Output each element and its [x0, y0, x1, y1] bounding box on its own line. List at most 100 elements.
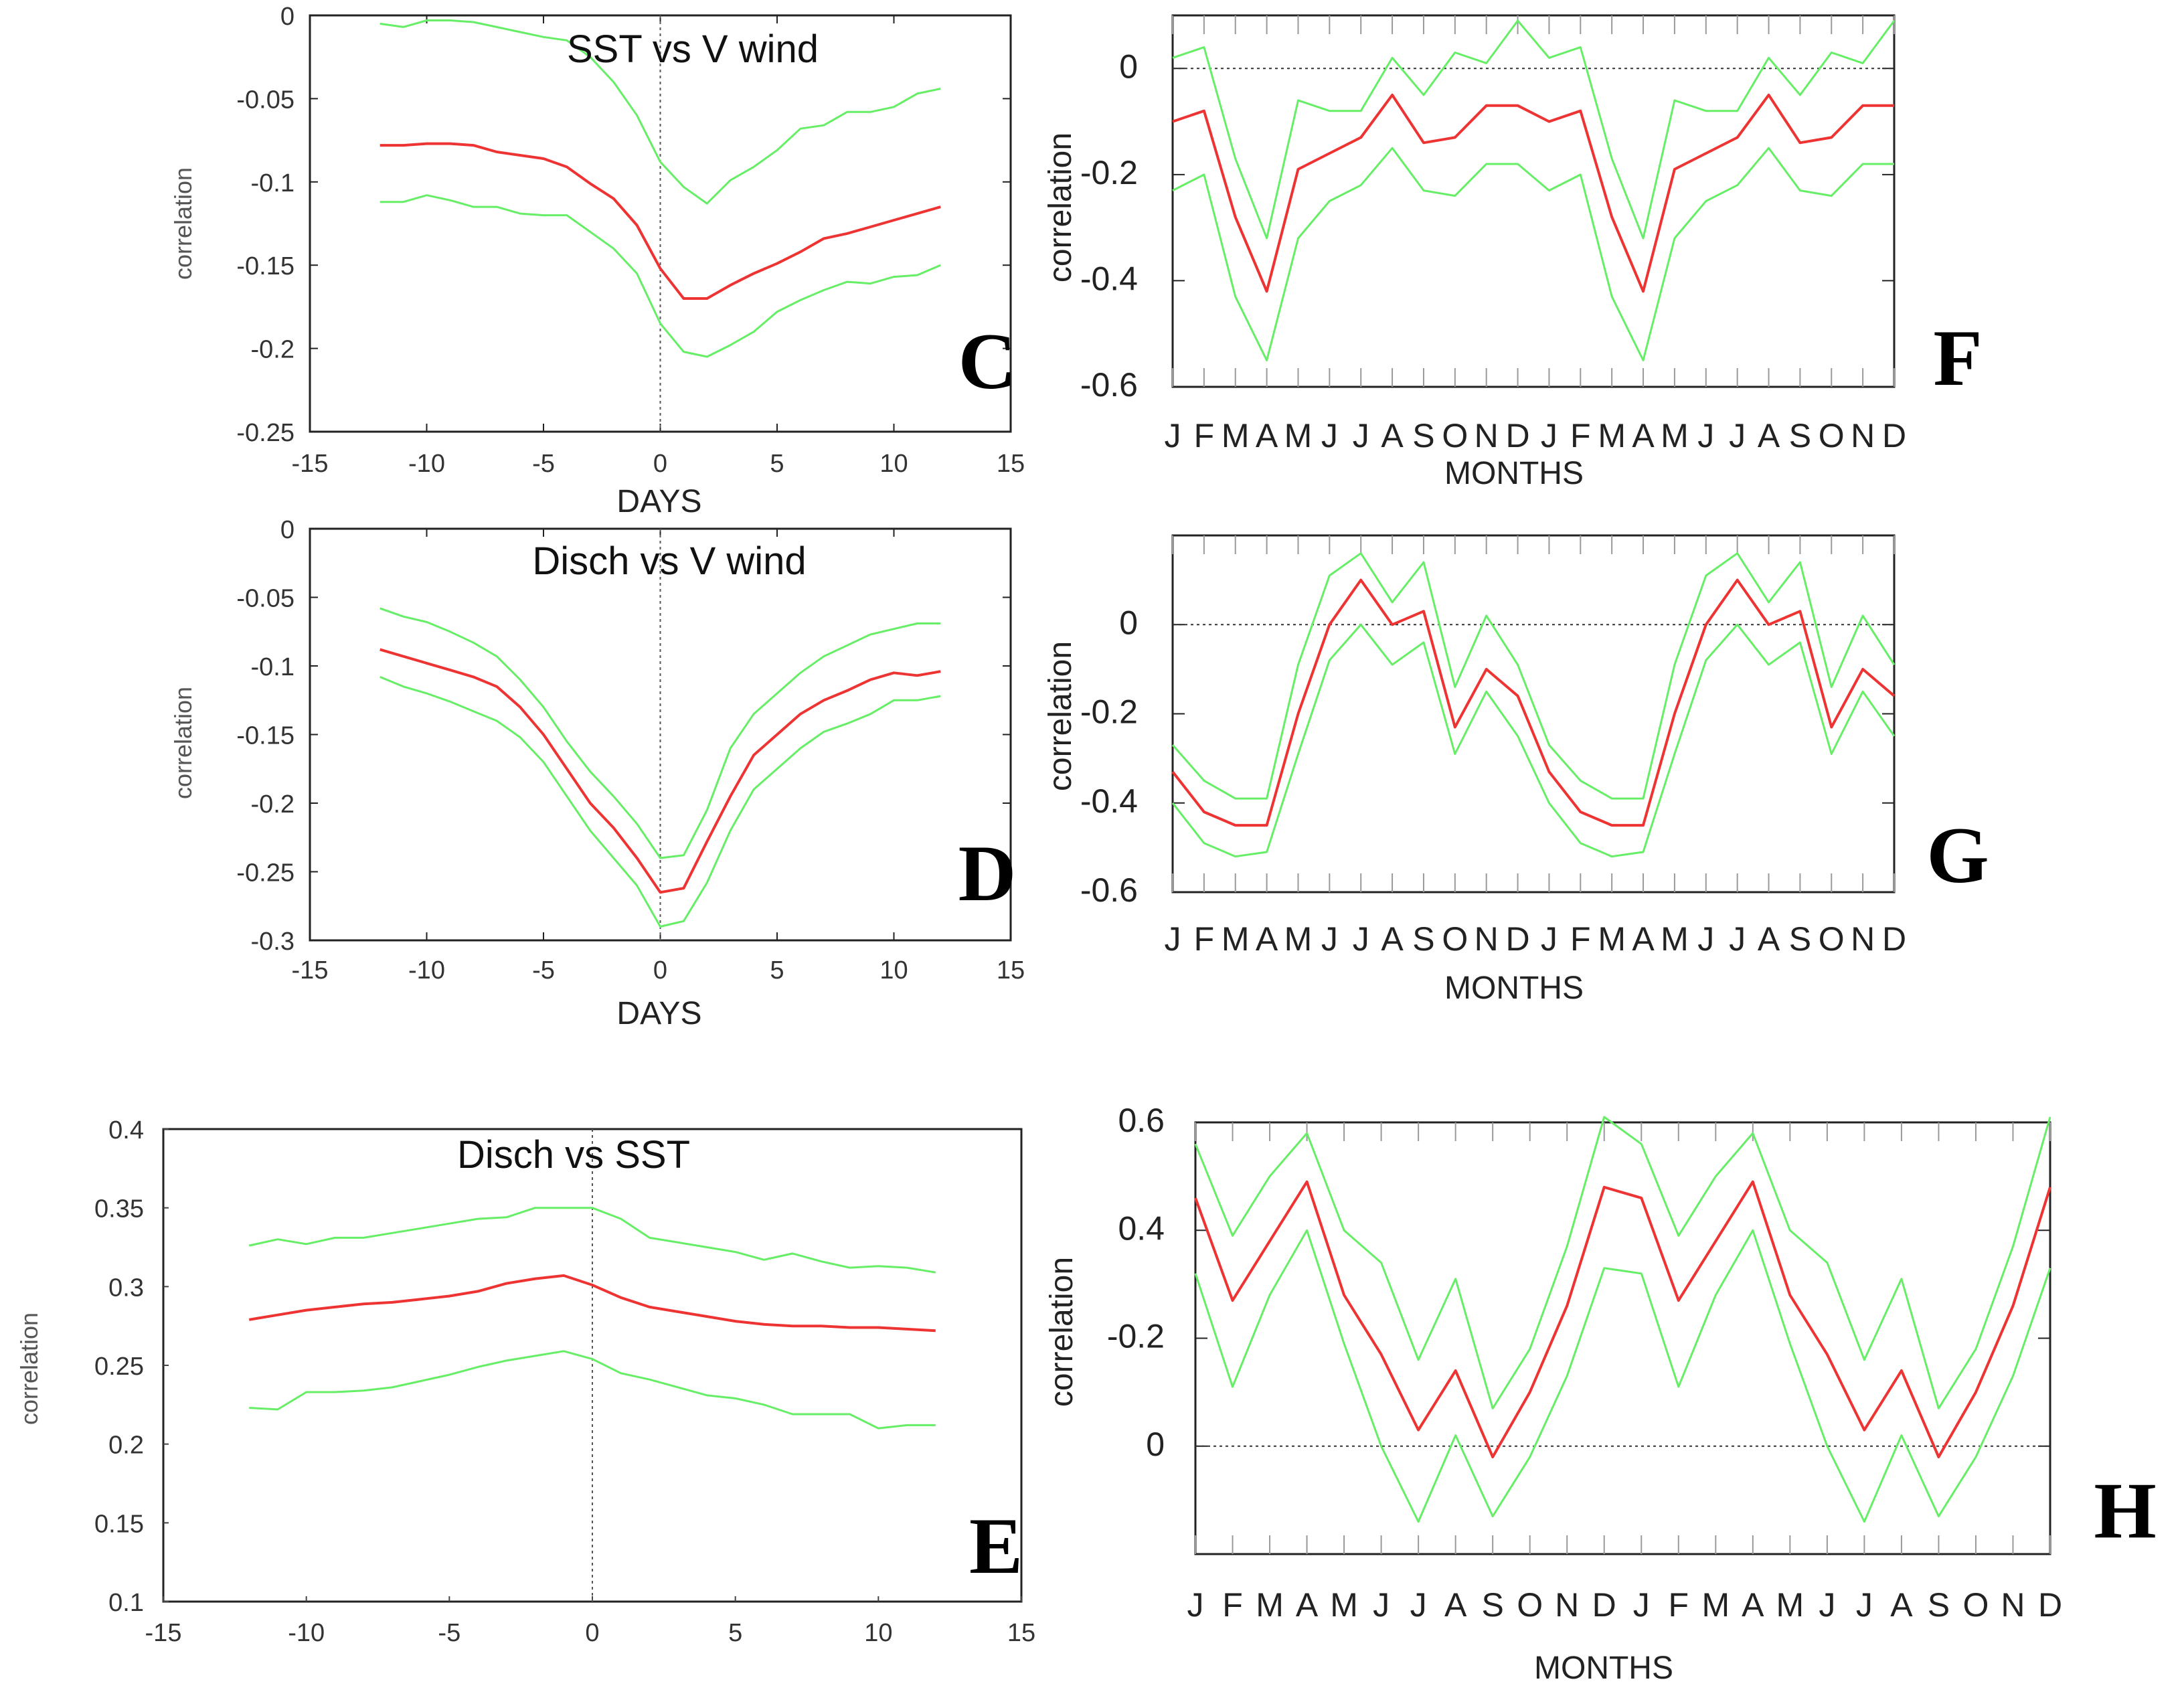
y-tick-label: -0.4 — [1080, 782, 1138, 820]
y-tick-label: -0.2 — [1107, 1318, 1165, 1355]
x-tick-label: A — [1381, 417, 1404, 454]
x-tick-label: O — [1819, 417, 1845, 454]
y-tick-label: 0.4 — [1118, 1209, 1165, 1247]
chart-title: Disch vs SST — [457, 1133, 690, 1177]
x-tick-label: M — [1256, 1586, 1284, 1624]
series-line-mean — [380, 142, 941, 300]
x-tick-label: A — [1890, 1586, 1913, 1624]
x-tick-label: M — [1330, 1586, 1358, 1624]
panel-letter: D — [958, 829, 1017, 918]
x-tick-label: S — [1928, 1586, 1950, 1624]
y-tick-label: 0.25 — [94, 1353, 144, 1381]
x-tick-label: -10 — [408, 450, 445, 478]
x-tick-label: 5 — [770, 956, 784, 985]
x-tick-label: -5 — [532, 450, 555, 478]
x-tick-label: A — [1256, 417, 1278, 454]
x-tick-label: O — [1442, 920, 1468, 958]
y-axis-label: correlation — [1043, 133, 1078, 282]
x-tick-label: M — [1284, 920, 1313, 958]
x-axis-label: MONTHS — [1444, 970, 1584, 1006]
x-tick-label: O — [1442, 417, 1468, 454]
series-line-mean — [248, 1274, 936, 1333]
y-axis-label: correlation — [169, 167, 197, 280]
x-tick-label: O — [1517, 1586, 1543, 1624]
x-axis-label: MONTHS — [1444, 456, 1584, 491]
x-tick-label: M — [1661, 920, 1689, 958]
x-tick-label: S — [1481, 1586, 1503, 1624]
y-tick-label: -0.25 — [236, 859, 295, 887]
chart-title: SST vs V wind — [567, 27, 819, 71]
x-tick-label: M — [1661, 417, 1689, 454]
x-tick-label: N — [2001, 1586, 2025, 1624]
y-tick-label: -0.05 — [236, 585, 295, 613]
x-tick-label: 15 — [997, 956, 1025, 985]
x-tick-label: J — [1697, 417, 1714, 454]
x-tick-label: J — [1321, 417, 1338, 454]
series-line-mean — [380, 648, 941, 894]
x-tick-label: N — [1475, 920, 1499, 958]
y-tick-label: 0.3 — [108, 1274, 144, 1302]
x-tick-label: A — [1632, 417, 1655, 454]
x-tick-label: F — [1194, 920, 1215, 958]
x-tick-label: 0 — [585, 1619, 599, 1647]
series-line-mean — [1171, 578, 1896, 827]
x-tick-label: F — [1570, 417, 1591, 454]
y-tick-label: -0.3 — [251, 928, 295, 956]
x-tick-label: D — [1506, 417, 1530, 454]
y-axis-label: correlation — [1044, 1257, 1080, 1407]
plot-frame — [1171, 14, 1896, 388]
x-tick-label: M — [1598, 417, 1626, 454]
x-tick-label: J — [1856, 1586, 1873, 1624]
x-axis-label: DAYS — [616, 484, 701, 519]
y-tick-label: 0.6 — [1118, 1102, 1165, 1139]
y-tick-label: -0.05 — [236, 86, 295, 114]
panel-e: 0.4 0.35 0.3 0.25 0.2 0.15 0.1-15 -10 -5 0 5 10 15 co… — [15, 1116, 1035, 1647]
x-tick-label: F — [1570, 920, 1591, 958]
x-tick-label: -15 — [292, 956, 329, 985]
x-tick-label: 15 — [997, 450, 1025, 478]
y-tick-label: 0 — [1146, 1426, 1165, 1463]
y-axis-label: correlation — [1043, 641, 1078, 791]
x-tick-label: O — [1963, 1586, 1989, 1624]
y-tick-label: 0 — [280, 516, 295, 544]
panel-c: 0 -0.05 -0.1 -0.15 -0.2 -0.25 -15 -10 -5 0 5 10 15 co… — [169, 3, 1025, 519]
x-axis-label: DAYS — [616, 996, 701, 1031]
y-tick-label: -0.15 — [236, 252, 295, 280]
x-tick-label: J — [1321, 920, 1338, 958]
series-line-lower — [1171, 623, 1896, 858]
x-tick-label: J — [1729, 417, 1746, 454]
series-line-lower — [1172, 147, 1894, 361]
x-tick-label: D — [1506, 920, 1530, 958]
panel-letter: G — [1926, 811, 1989, 900]
x-tick-label: J — [1165, 920, 1181, 958]
panel-h: 0.60.4-0.20J F M A M J J A S O N D J F M A M J J A S O N Dcorre… — [1044, 1102, 2157, 1686]
y-tick-label: 0 — [1119, 604, 1138, 641]
x-tick-label: S — [1789, 417, 1811, 454]
x-tick-label: 0 — [653, 450, 667, 478]
y-tick-label: -0.1 — [251, 169, 295, 197]
x-axis-label: MONTHS — [1534, 1650, 1673, 1686]
y-tick-label: -0.2 — [1080, 693, 1138, 731]
x-tick-label: -10 — [288, 1619, 325, 1647]
x-tick-label: N — [1475, 417, 1499, 454]
x-tick-label: J — [1353, 920, 1369, 958]
x-tick-label: M — [1701, 1586, 1730, 1624]
plot-frame — [1194, 1121, 2051, 1555]
x-tick-label: J — [1697, 920, 1714, 958]
y-tick-label: -0.2 — [251, 336, 295, 364]
x-tick-label: J — [1729, 920, 1746, 958]
x-tick-label: N — [1851, 417, 1875, 454]
x-tick-label: A — [1758, 417, 1780, 454]
y-tick-label: -0.4 — [1080, 260, 1138, 297]
x-tick-label: -10 — [408, 956, 445, 985]
y-tick-label: 0 — [280, 3, 295, 31]
x-tick-label: A — [1444, 1586, 1467, 1624]
x-tick-label: A — [1742, 1586, 1764, 1624]
x-tick-label: J — [1410, 1586, 1427, 1624]
x-tick-label: A — [1296, 1586, 1319, 1624]
panel-letter: H — [2094, 1466, 2156, 1555]
x-tick-label: D — [1882, 920, 1906, 958]
x-tick-label: M — [1284, 417, 1313, 454]
y-tick-label: 0.1 — [108, 1589, 144, 1617]
plot-frame — [1171, 534, 1896, 893]
